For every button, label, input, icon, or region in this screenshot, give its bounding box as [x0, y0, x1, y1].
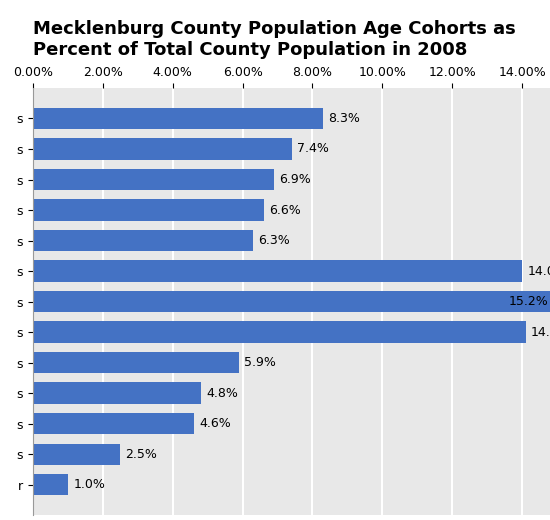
Text: 5.9%: 5.9% [244, 356, 276, 369]
Bar [33, 474, 68, 496]
Bar [33, 321, 526, 343]
Text: 6.9%: 6.9% [279, 173, 311, 186]
Text: 7.4%: 7.4% [297, 142, 328, 155]
Bar [33, 383, 201, 404]
Text: 8.3%: 8.3% [328, 112, 360, 125]
Bar [33, 352, 239, 373]
Text: 4.8%: 4.8% [206, 387, 238, 400]
Text: 4.6%: 4.6% [199, 417, 230, 430]
Bar [33, 413, 194, 434]
Text: 6.3%: 6.3% [258, 234, 290, 247]
Bar [33, 199, 263, 220]
Bar [33, 444, 120, 465]
Bar [33, 108, 323, 129]
Bar [33, 169, 274, 190]
Bar [33, 230, 253, 251]
Bar [33, 261, 522, 282]
Text: 2.5%: 2.5% [125, 448, 157, 461]
Bar [33, 291, 550, 313]
Bar [33, 138, 292, 160]
Text: 15.2%: 15.2% [509, 295, 548, 308]
Text: 1.0%: 1.0% [73, 478, 105, 491]
Text: 14.0%: 14.0% [527, 265, 550, 278]
Text: 14.1%: 14.1% [531, 326, 550, 339]
Text: Mecklenburg County Population Age Cohorts as
Percent of Total County Population : Mecklenburg County Population Age Cohort… [33, 20, 516, 59]
Text: 6.6%: 6.6% [269, 203, 300, 216]
